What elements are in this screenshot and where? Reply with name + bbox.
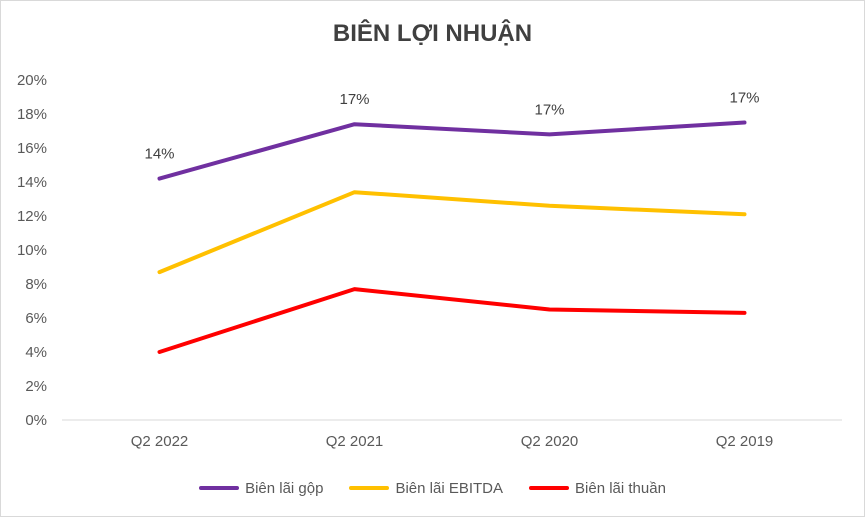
data-label: 17% (534, 101, 564, 118)
x-tick-label: Q2 2022 (131, 433, 189, 450)
data-label: 17% (339, 91, 369, 108)
legend-swatch-ebitda (349, 486, 390, 490)
x-tick-label: Q2 2019 (716, 433, 774, 450)
legend-item-gross: Biên lãi gộp (199, 480, 323, 497)
data-label: 14% (144, 146, 174, 163)
y-tick-label: 18% (17, 106, 47, 123)
y-tick-label: 4% (25, 344, 47, 361)
legend-swatch-gross (199, 486, 240, 490)
y-tick-label: 10% (17, 242, 47, 259)
y-tick-label: 20% (17, 72, 47, 89)
x-tick-label: Q2 2020 (521, 433, 579, 450)
legend-label-net: Biên lãi thuần (575, 479, 666, 497)
series-line-0 (157, 120, 747, 181)
legend-item-ebitda: Biên lãi EBITDA (349, 480, 503, 497)
legend: Biên lãi gộp Biên lãi EBITDA Biên lãi th… (0, 478, 865, 498)
legend-swatch-net (529, 486, 570, 490)
y-tick-label: 2% (25, 378, 47, 395)
x-tick-label: Q2 2021 (326, 433, 384, 450)
y-tick-label: 16% (17, 140, 47, 157)
legend-item-net: Biên lãi thuần (529, 480, 666, 497)
y-tick-label: 6% (25, 310, 47, 327)
y-tick-label: 12% (17, 208, 47, 225)
chart-title: BIÊN LỢI NHUẬN (332, 20, 533, 47)
y-tick-label: 14% (17, 174, 47, 191)
y-tick-label: 0% (25, 412, 47, 429)
y-tick-label: 8% (25, 276, 47, 293)
legend-label-ebitda: Biên lãi EBITDA (395, 479, 504, 497)
legend-label-gross: Biên lãi gộp (245, 479, 324, 497)
series-line-1 (157, 190, 747, 275)
series-line-2 (157, 287, 747, 354)
data-label: 17% (729, 90, 759, 107)
